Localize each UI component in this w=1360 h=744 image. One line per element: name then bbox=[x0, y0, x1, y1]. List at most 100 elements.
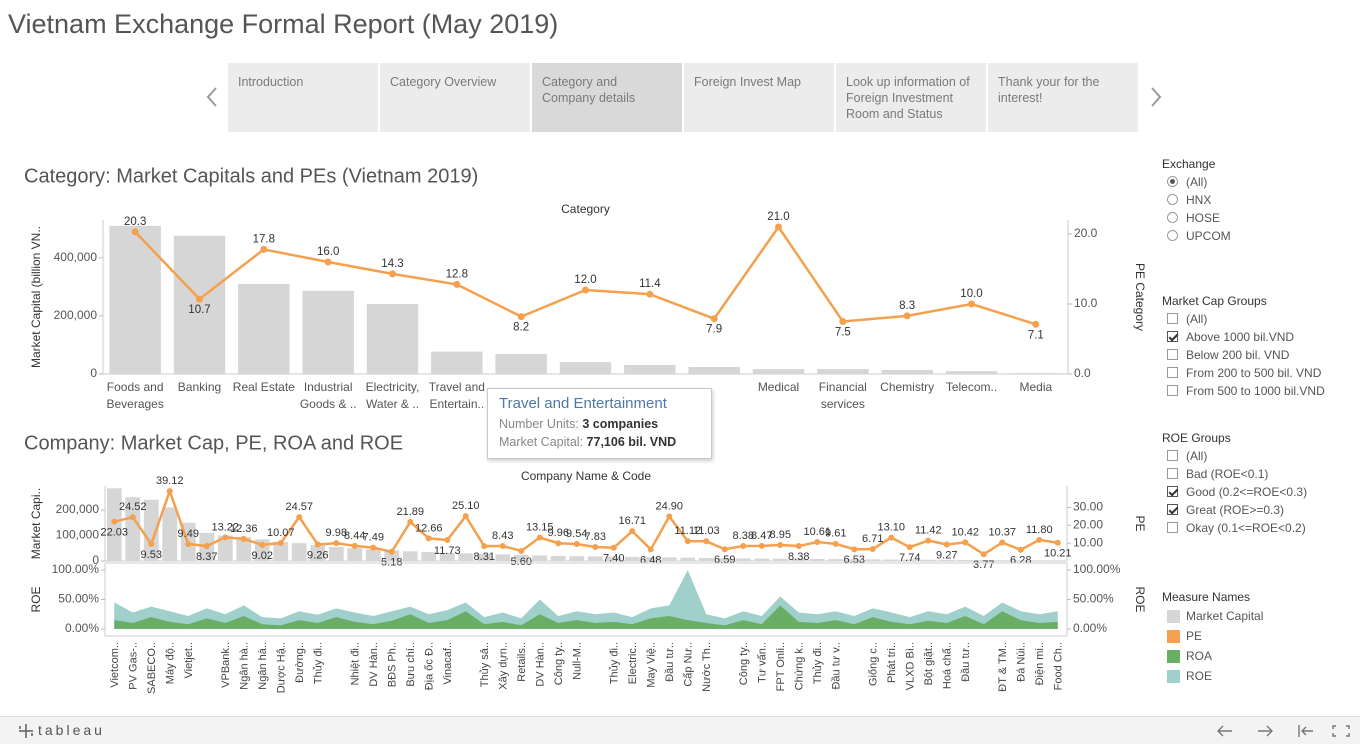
bar bbox=[495, 554, 511, 561]
filter-option[interactable]: Okay (0.1<=ROE<0.2) bbox=[1162, 519, 1352, 537]
legend-swatch bbox=[1167, 630, 1180, 643]
data-label: 8.37 bbox=[196, 551, 217, 563]
fullscreen[interactable] bbox=[1332, 725, 1350, 737]
data-label: 8.31 bbox=[474, 551, 495, 563]
filter-option[interactable]: HOSE bbox=[1162, 209, 1352, 227]
filter: Market Cap Groups (All) Above 1000 bil.VND… bbox=[1162, 292, 1352, 400]
legend-item[interactable]: ROA bbox=[1162, 646, 1352, 666]
data-label: 12.36 bbox=[230, 523, 258, 535]
checkbox[interactable] bbox=[1167, 313, 1178, 324]
checkbox[interactable] bbox=[1167, 385, 1178, 396]
filter-option[interactable]: Good (0.2<=ROE<0.3) bbox=[1162, 483, 1352, 501]
radio[interactable] bbox=[1167, 230, 1178, 241]
filter-option[interactable]: Great (ROE>=0.3) bbox=[1162, 501, 1352, 519]
y2-tick-label: 30.00 bbox=[1073, 500, 1103, 514]
bar bbox=[902, 559, 918, 561]
x-tick-label: Thủy đi.. bbox=[313, 642, 325, 684]
legend-label: ROA bbox=[1186, 649, 1213, 663]
point bbox=[777, 542, 784, 549]
checkbox[interactable] bbox=[1167, 486, 1178, 497]
radio[interactable] bbox=[1167, 212, 1178, 223]
legend-item[interactable]: ROE bbox=[1162, 666, 1352, 686]
nav-next[interactable] bbox=[1151, 87, 1162, 107]
data-label: 5.60 bbox=[511, 556, 532, 568]
nav-tab[interactable]: Look up information of Foreign Investmen… bbox=[836, 63, 986, 132]
filter-option[interactable]: (All) bbox=[1162, 310, 1352, 328]
point bbox=[943, 541, 950, 548]
data-label: 11.12 bbox=[674, 525, 701, 537]
data-label: 8.38 bbox=[788, 551, 809, 563]
point bbox=[703, 538, 710, 545]
filter-option[interactable]: (All) bbox=[1162, 447, 1352, 465]
data-label: 20.3 bbox=[124, 216, 146, 228]
filter: Exchange (All) HNX HOSE UPCOM bbox=[1162, 155, 1352, 245]
checkbox[interactable] bbox=[1167, 504, 1178, 515]
area bbox=[114, 605, 1058, 629]
bar bbox=[495, 353, 547, 374]
filter-option[interactable]: Below 200 bil. VND bbox=[1162, 346, 1352, 364]
data-label: 24.90 bbox=[655, 500, 683, 512]
point bbox=[407, 518, 414, 525]
legend-item[interactable]: PE bbox=[1162, 626, 1352, 646]
checkbox[interactable] bbox=[1167, 367, 1178, 378]
point bbox=[839, 318, 847, 325]
filter-option[interactable]: Above 1000 bil.VND bbox=[1162, 328, 1352, 346]
point bbox=[999, 539, 1006, 546]
bar bbox=[476, 553, 492, 561]
undo[interactable] bbox=[1217, 725, 1232, 737]
point bbox=[903, 312, 911, 320]
data-label: 8.44 bbox=[344, 530, 365, 542]
checkbox[interactable] bbox=[1167, 331, 1178, 342]
bar bbox=[109, 225, 161, 374]
bar bbox=[735, 558, 751, 561]
bar bbox=[273, 541, 289, 561]
x-tick-label: Chemistry bbox=[880, 380, 935, 394]
y2-tick-label: 50.00% bbox=[1073, 592, 1114, 606]
nav-tab[interactable]: Category Overview bbox=[380, 63, 530, 132]
bar bbox=[688, 367, 740, 374]
nav-tab[interactable]: Category and Company details bbox=[532, 63, 682, 132]
filter-option[interactable]: Bad (ROE<0.1) bbox=[1162, 465, 1352, 483]
point bbox=[314, 541, 321, 548]
point bbox=[775, 223, 782, 231]
point bbox=[148, 540, 155, 547]
point bbox=[222, 534, 229, 541]
radio[interactable] bbox=[1167, 176, 1178, 187]
x-tick-label: Đường.. bbox=[294, 642, 306, 683]
checkbox[interactable] bbox=[1167, 349, 1178, 360]
data-label: 9.54 bbox=[566, 528, 587, 540]
option-label: (All) bbox=[1186, 312, 1208, 326]
filter-option[interactable]: From 500 to 1000 bil.VND bbox=[1162, 382, 1352, 400]
revert[interactable] bbox=[1298, 725, 1313, 737]
x-tick-label: Bưu chí.. bbox=[405, 642, 417, 687]
bar bbox=[513, 554, 529, 561]
filter-option[interactable]: From 200 to 500 bil. VND bbox=[1162, 364, 1352, 382]
bar bbox=[994, 560, 1010, 561]
bar bbox=[431, 351, 483, 374]
radio[interactable] bbox=[1167, 194, 1178, 205]
point bbox=[388, 548, 395, 555]
filter-option[interactable]: UPCOM bbox=[1162, 227, 1352, 245]
point bbox=[710, 315, 718, 323]
bar bbox=[291, 543, 307, 561]
nav-tab[interactable]: Introduction bbox=[228, 63, 378, 132]
filter-option[interactable]: HNX bbox=[1162, 191, 1352, 209]
nav-tab[interactable]: Foreign Invest Map bbox=[684, 63, 834, 132]
nav-tab[interactable]: Thank your for the interest! bbox=[988, 63, 1138, 132]
point bbox=[684, 538, 691, 545]
x-tick-label: Real Estate bbox=[232, 380, 295, 394]
checkbox[interactable] bbox=[1167, 450, 1178, 461]
x-tick-label: Nhiệt đi.. bbox=[350, 642, 362, 685]
legend-item[interactable]: Market Capital bbox=[1162, 606, 1352, 626]
data-label: 9.96 bbox=[548, 527, 569, 539]
data-label: 6.59 bbox=[714, 554, 735, 566]
redo[interactable] bbox=[1258, 725, 1273, 737]
checkbox[interactable] bbox=[1167, 468, 1178, 479]
data-label: 11.42 bbox=[915, 525, 942, 537]
x-tick-label: VPBank.. bbox=[220, 642, 232, 688]
checkbox[interactable] bbox=[1167, 522, 1178, 533]
filter-option[interactable]: (All) bbox=[1162, 173, 1352, 191]
nav-prev[interactable] bbox=[206, 87, 217, 107]
bar bbox=[772, 558, 788, 561]
